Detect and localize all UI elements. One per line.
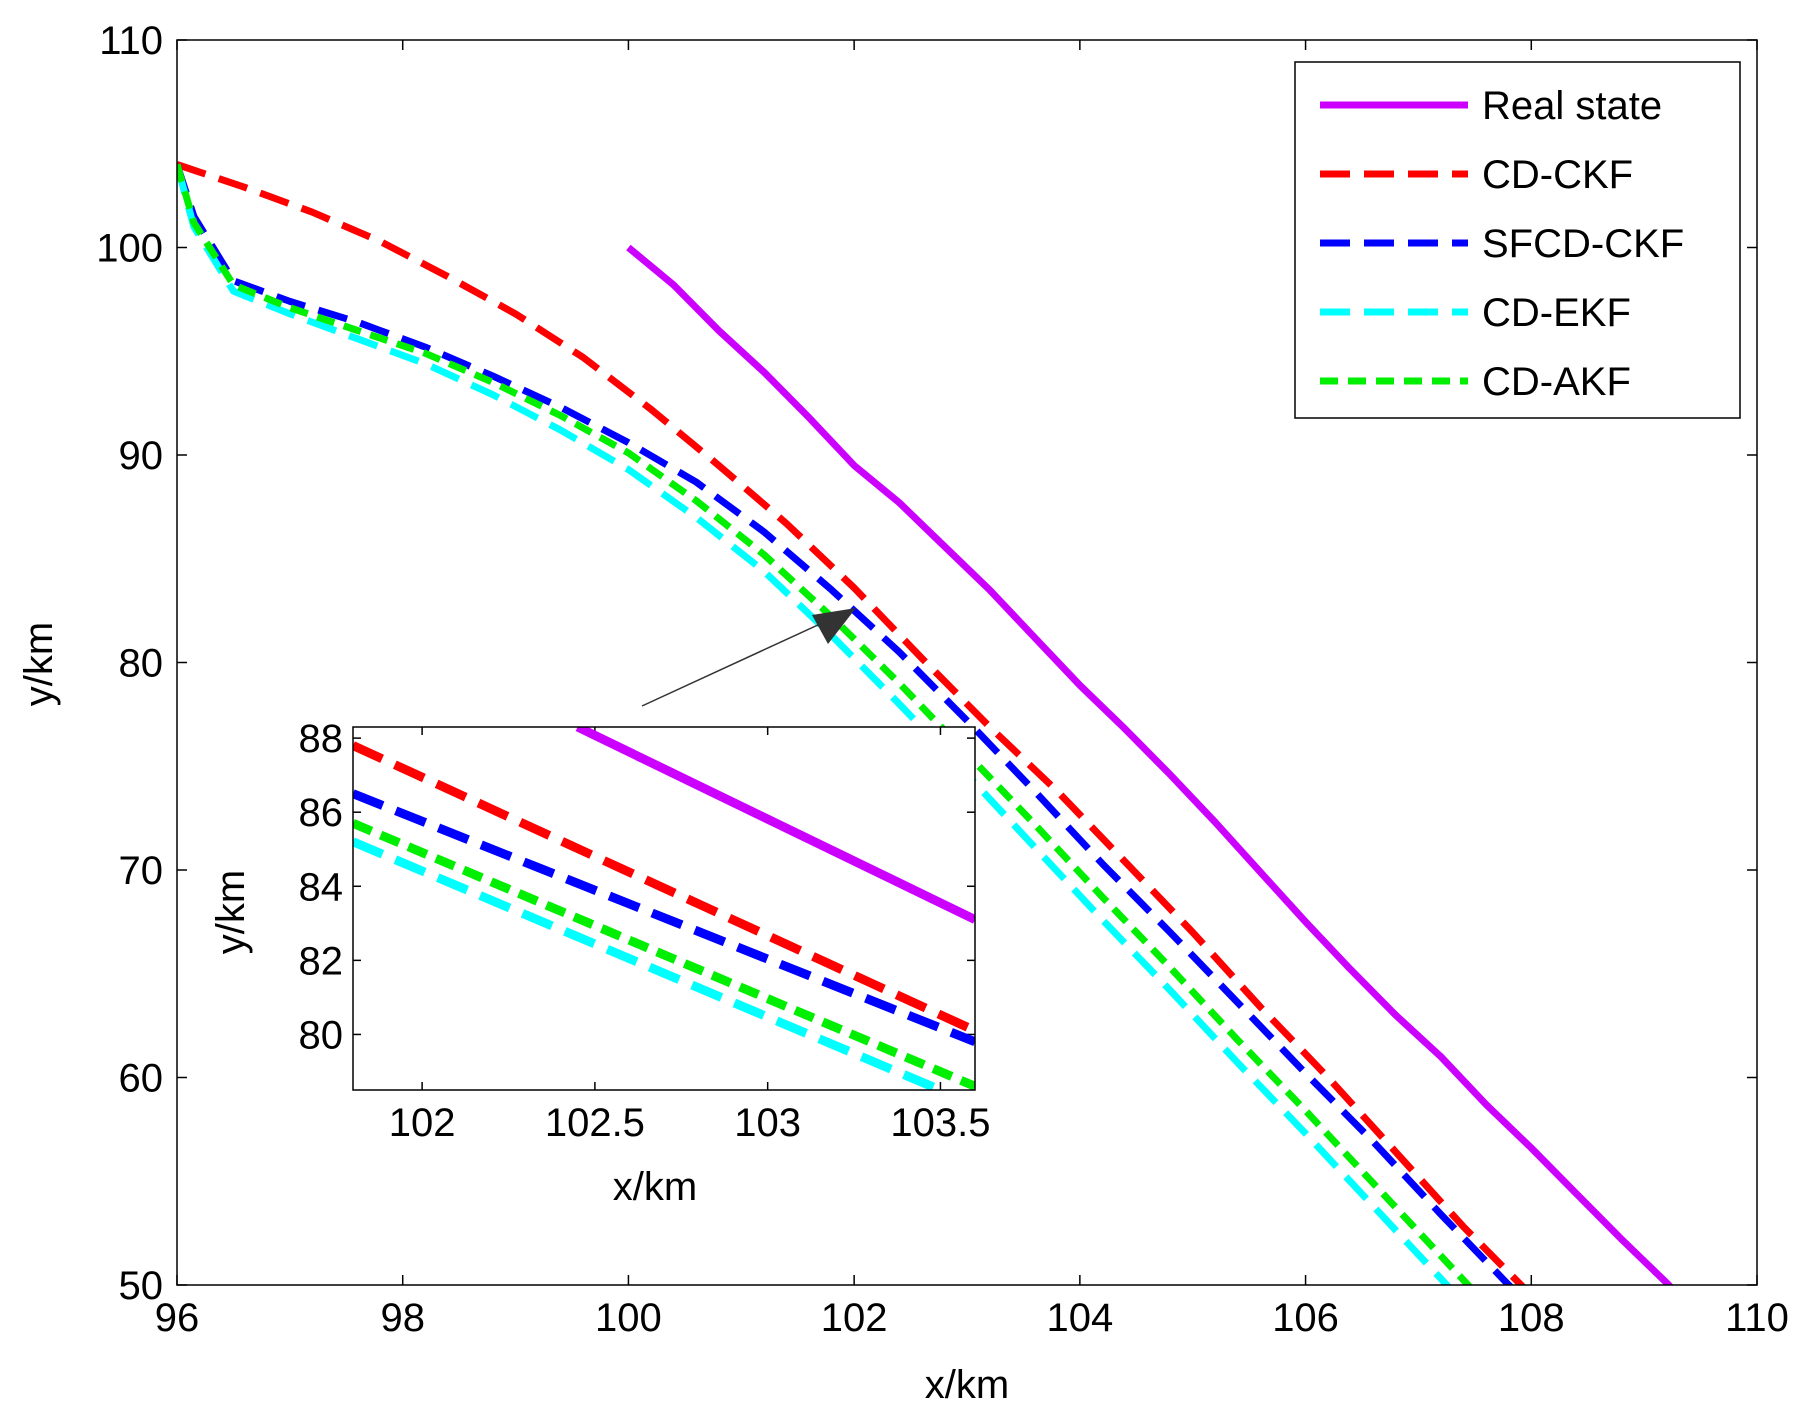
inset-axes: 102 102.5 103 103.5 80 82 84 86 88 x/km y/km <box>209 717 990 1209</box>
main-y-tick-label-5: 100 <box>96 227 163 271</box>
inset-x-tick-label-1: 102.5 <box>545 1101 645 1145</box>
inset-series-real-state <box>575 727 975 924</box>
main-x-tick-label-3: 102 <box>821 1296 888 1340</box>
inset-tick-labels: 102 102.5 103 103.5 80 82 84 86 88 <box>299 717 991 1145</box>
zoom-arrow-head <box>812 608 856 644</box>
legend-items: Real state CD-CKF SFCD-CKF CD-EKF CD-AKF <box>1320 84 1684 404</box>
main-y-axis-label: y/km <box>17 622 61 706</box>
inset-axes-frame <box>352 726 976 1091</box>
inset-series-cd-ekf <box>353 837 943 1090</box>
inset-x-tick-label-3: 103.5 <box>890 1101 990 1145</box>
zoom-arrow-shaft <box>641 623 821 707</box>
main-series-cd-ekf <box>177 163 1452 1285</box>
inset-y-tick-label-1: 82 <box>299 939 344 983</box>
legend-label-real-state: Real state <box>1482 84 1662 128</box>
inset-x-tick-label-2: 103 <box>734 1101 801 1145</box>
inset-y-tick-label-0: 80 <box>299 1013 344 1057</box>
legend-label-sfcd-ckf: SFCD-CKF <box>1482 222 1684 266</box>
inset-x-tick-label-0: 102 <box>389 1101 456 1145</box>
legend-label-cd-ekf: CD-EKF <box>1482 291 1631 335</box>
main-y-tick-label-6: 110 <box>99 19 163 63</box>
main-x-tick-label-1: 98 <box>380 1296 425 1340</box>
main-x-tick-label-6: 108 <box>1498 1296 1565 1340</box>
main-series-cd-akf <box>177 163 1473 1285</box>
main-x-tick-label-2: 100 <box>595 1296 662 1340</box>
main-y-tick-label-0: 50 <box>119 1264 164 1308</box>
legend-label-cd-ckf: CD-CKF <box>1482 153 1633 197</box>
main-y-tick-label-1: 60 <box>119 1057 164 1101</box>
main-x-tick-label-5: 106 <box>1272 1296 1339 1340</box>
main-x-axis-label: x/km <box>925 1363 1009 1407</box>
inset-series-sfcd-ckf <box>353 789 975 1046</box>
inset-y-axis-label: y/km <box>209 870 253 954</box>
main-x-tick-label-7: 110 <box>1725 1296 1789 1340</box>
main-series-group <box>177 161 1674 1285</box>
main-series-real-state <box>626 244 1674 1285</box>
main-series-sfcd-ckf <box>177 163 1514 1285</box>
inset-plot-area <box>353 727 975 1090</box>
zoom-arrow <box>641 608 856 707</box>
inset-ticks <box>353 727 975 1090</box>
inset-series-cd-ckf <box>353 741 975 1035</box>
main-y-tick-label-4: 90 <box>119 434 164 478</box>
legend-label-cd-akf: CD-AKF <box>1482 360 1631 404</box>
main-series-cd-ckf <box>177 161 1526 1285</box>
inset-series-cd-akf <box>353 819 975 1090</box>
inset-y-tick-label-3: 86 <box>299 791 344 835</box>
main-x-tick-label-0: 96 <box>155 1296 200 1340</box>
main-x-tick-label-4: 104 <box>1046 1296 1113 1340</box>
inset-x-axis-label: x/km <box>613 1165 697 1209</box>
inset-y-tick-label-4: 88 <box>299 717 344 761</box>
main-y-tick-label-2: 70 <box>119 849 164 893</box>
main-axes-frame <box>176 39 1758 1286</box>
inset-series-group <box>353 727 975 1090</box>
legend: Real state CD-CKF SFCD-CKF CD-EKF CD-AKF <box>1294 61 1741 419</box>
main-tick-labels: 96 98 100 102 104 106 108 110 50 60 70 80 90 100 110 <box>96 19 1789 1340</box>
main-y-tick-label-3: 80 <box>119 642 164 686</box>
inset-y-tick-label-2: 84 <box>299 865 344 909</box>
